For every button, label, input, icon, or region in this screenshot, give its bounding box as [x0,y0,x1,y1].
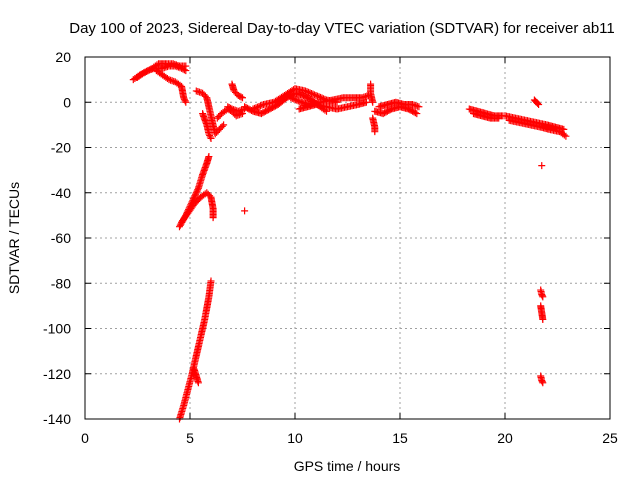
data-point [495,114,503,122]
data-point [207,134,215,142]
data-point [411,109,419,117]
data-point [218,122,226,130]
y-tick-label: -100 [43,321,71,337]
data-point [562,132,570,140]
data-point [205,153,213,161]
y-tick-label: 20 [55,49,71,65]
data-point [180,95,188,103]
data-point [290,95,298,103]
y-tick-label: 0 [63,94,71,110]
data-point [255,102,263,110]
data-point [192,189,200,197]
axis-ticks: 0 5 10 15 20 25 20 0 -20 -40 -60 -80 -100 -120 -140 [43,49,618,446]
data-point [312,91,320,99]
data-point [205,130,213,138]
data-points [129,60,570,423]
data-point [538,162,546,170]
data-point [539,315,547,323]
x-tick-label: 25 [602,430,618,446]
data-point [539,293,547,301]
data-point [309,90,317,98]
data-point [311,91,318,99]
data-point [180,94,188,102]
data-point [560,131,568,139]
data-point [163,74,171,82]
x-tick-label: 0 [81,430,89,446]
x-axis-label: GPS time / hours [294,458,401,474]
data-point [303,88,311,96]
data-point [220,121,228,129]
data-point [539,379,547,387]
data-point [181,97,189,105]
data-point [314,92,321,100]
y-tick-label: -120 [43,366,71,382]
data-point [305,88,312,96]
data-point [306,89,314,97]
chart-title: Day 100 of 2023, Sidereal Day-to-day VTE… [69,20,615,37]
x-tick-label: 15 [392,430,408,446]
data-point [362,98,370,106]
data-point [369,98,377,106]
data-point [413,110,421,118]
data-point [207,277,215,285]
data-point [239,94,246,102]
data-point [209,214,217,222]
data-point [302,87,309,95]
data-point [194,379,202,387]
data-point [237,93,245,101]
data-point [227,104,235,112]
data-point [182,98,190,106]
data-point [190,193,198,201]
y-tick-label: -60 [51,230,71,246]
data-point [252,104,260,112]
data-point [251,104,258,112]
data-point [182,62,190,70]
data-point [288,94,296,102]
data-point [194,186,202,194]
data-point [291,96,299,104]
data-point [191,192,199,200]
y-axis-label: SDTVAR / TECUs [6,182,22,294]
data-point [415,103,423,111]
grid-lines [85,57,610,419]
y-tick-label: -140 [43,411,71,427]
data-point [249,105,257,113]
y-tick-label: -80 [51,275,71,291]
data-point [254,103,261,111]
data-point [206,133,214,141]
y-tick-label: -20 [51,140,71,156]
data-point [193,187,201,195]
x-tick-label: 10 [287,430,303,446]
data-point [206,131,214,139]
data-point [257,102,264,110]
data-point [192,190,200,198]
data-point [294,97,302,105]
data-point [535,101,543,109]
y-tick-label: -40 [51,185,71,201]
x-tick-label: 20 [497,430,513,446]
data-point [287,94,295,102]
data-point [308,90,315,98]
x-tick-label: 5 [186,430,194,446]
data-point [371,128,379,136]
data-point [258,101,266,109]
data-point [241,207,249,215]
data-point [534,99,542,107]
data-point [293,96,301,104]
